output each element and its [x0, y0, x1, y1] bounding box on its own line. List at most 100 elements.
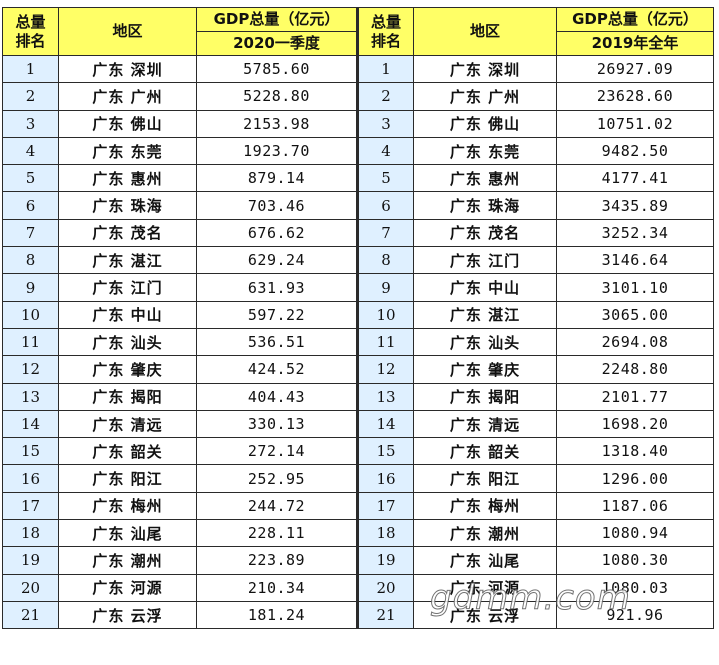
- table-row: 1 广东 深圳 5785.60 1 广东 深圳 26927.09: [2, 54, 714, 84]
- rank-cell-left: 17: [2, 491, 59, 521]
- rank-cell-left: 14: [2, 409, 59, 439]
- table-row: 16 广东 阳江 252.95 16 广东 阳江 1296.00: [2, 464, 714, 493]
- rank-cell-right: 15: [356, 437, 414, 466]
- table-row: 20 广东 河源 210.34 20 广东 河源 1080.03: [2, 573, 714, 602]
- rank-cell-right: 21: [356, 600, 414, 630]
- region-cell-right: 广东 珠海: [413, 191, 557, 220]
- region-cell-left: 广东 潮州: [58, 546, 197, 575]
- rank-cell-right: 1: [356, 54, 414, 84]
- rank-cell-right: 17: [356, 491, 414, 521]
- region-cell-right: 广东 汕尾: [413, 546, 557, 575]
- region-cell-right: 广东 云浮: [413, 600, 557, 630]
- region-cell-left: 广东 云浮: [58, 600, 197, 630]
- region-cell-left: 广东 茂名: [58, 218, 197, 248]
- gdp-cell-right: 1080.03: [556, 573, 714, 602]
- table-row: 8 广东 湛江 629.24 8 广东 江门 3146.64: [2, 246, 714, 275]
- header-row-top: 总量 排名 地区 GDP总量（亿元） 总量 排名 地区 GDP总量（亿元）: [2, 7, 714, 56]
- rank-cell-right: 5: [356, 164, 414, 193]
- region-cell-left: 广东 阳江: [58, 464, 197, 493]
- rank-cell-right: 11: [356, 327, 414, 357]
- region-cell-left: 广东 东莞: [58, 136, 197, 166]
- gdp-cell-right: 23628.60: [556, 82, 714, 111]
- rank-cell-right: 12: [356, 355, 414, 384]
- rank-cell-right: 16: [356, 464, 414, 493]
- region-cell-left: 广东 深圳: [58, 54, 197, 84]
- rank-cell-left: 8: [2, 246, 59, 275]
- region-cell-left: 广东 韶关: [58, 437, 197, 466]
- region-cell-left: 广东 江门: [58, 273, 197, 302]
- gdp-cell-left: 244.72: [196, 491, 358, 521]
- table-row: 2 广东 广州 5228.80 2 广东 广州 23628.60: [2, 82, 714, 111]
- gdp-cell-left: 5228.80: [196, 82, 358, 111]
- rank-cell-right: 14: [356, 409, 414, 439]
- rank-cell-left: 5: [2, 164, 59, 193]
- region-cell-left: 广东 佛山: [58, 109, 197, 138]
- rank-cell-right: 6: [356, 191, 414, 220]
- gdp-cell-right: 3101.10: [556, 273, 714, 302]
- rank-cell-right: 4: [356, 136, 414, 166]
- rank-cell-right: 9: [356, 273, 414, 302]
- region-cell-right: 广东 中山: [413, 273, 557, 302]
- gdp-cell-right: 3065.00: [556, 300, 714, 329]
- table-row: 7 广东 茂名 676.62 7 广东 茂名 3252.34: [2, 218, 714, 248]
- region-cell-right: 广东 潮州: [413, 519, 557, 548]
- region-cell-right: 广东 惠州: [413, 164, 557, 193]
- table-row: 18 广东 汕尾 228.11 18 广东 潮州 1080.94: [2, 519, 714, 548]
- gdp-cell-right: 1080.30: [556, 546, 714, 575]
- gdp-cell-right: 1187.06: [556, 491, 714, 521]
- gdp-cell-left: 676.62: [196, 218, 358, 248]
- region-header-left: 地区: [58, 7, 197, 56]
- region-cell-left: 广东 湛江: [58, 246, 197, 275]
- gdp-cell-left: 2153.98: [196, 109, 358, 138]
- region-cell-right: 广东 东莞: [413, 136, 557, 166]
- region-cell-left: 广东 珠海: [58, 191, 197, 220]
- region-cell-right: 广东 深圳: [413, 54, 557, 84]
- rank-cell-left: 15: [2, 437, 59, 466]
- region-cell-left: 广东 揭阳: [58, 382, 197, 411]
- gdp-cell-right: 1698.20: [556, 409, 714, 439]
- region-cell-left: 广东 肇庆: [58, 355, 197, 384]
- rank-header-right: 总量 排名: [356, 7, 414, 56]
- table-body: 1 广东 深圳 5785.60 1 广东 深圳 26927.09 2 广东 广州 5228.80…: [2, 54, 714, 630]
- rank-cell-right: 7: [356, 218, 414, 248]
- table-row: 13 广东 揭阳 404.43 13 广东 揭阳 2101.77: [2, 382, 714, 411]
- region-cell-right: 广东 河源: [413, 573, 557, 602]
- rank-cell-right: 13: [356, 382, 414, 411]
- region-header-right: 地区: [413, 7, 557, 56]
- rank-cell-left: 7: [2, 218, 59, 248]
- region-cell-right: 广东 广州: [413, 82, 557, 111]
- gdp-ranking-table: 总量 排名 地区 GDP总量（亿元） 总量 排名 地区 GDP总量（亿元） 20…: [2, 7, 714, 630]
- rank-cell-left: 20: [2, 573, 59, 602]
- gdp-cell-left: 1923.70: [196, 136, 358, 166]
- gdp-cell-right: 2101.77: [556, 382, 714, 411]
- gdp-cell-right: 3252.34: [556, 218, 714, 248]
- period-header-left: 2020一季度: [196, 31, 358, 56]
- table-row: 12 广东 肇庆 424.52 12 广东 肇庆 2248.80: [2, 355, 714, 384]
- table-row: 10 广东 中山 597.22 10 广东 湛江 3065.00: [2, 300, 714, 329]
- gdp-cell-left: 223.89: [196, 546, 358, 575]
- gdp-cell-right: 2694.08: [556, 327, 714, 357]
- table-row: 15 广东 韶关 272.14 15 广东 韶关 1318.40: [2, 437, 714, 466]
- table-row: 14 广东 清远 330.13 14 广东 清远 1698.20: [2, 409, 714, 439]
- period-header-right: 2019年全年: [556, 31, 714, 56]
- table-row: 17 广东 梅州 244.72 17 广东 梅州 1187.06: [2, 491, 714, 521]
- region-cell-right: 广东 汕头: [413, 327, 557, 357]
- rank-cell-right: 20: [356, 573, 414, 602]
- gdp-cell-right: 1296.00: [556, 464, 714, 493]
- table-row: 6 广东 珠海 703.46 6 广东 珠海 3435.89: [2, 191, 714, 220]
- gdp-cell-right: 1318.40: [556, 437, 714, 466]
- region-cell-right: 广东 阳江: [413, 464, 557, 493]
- gdp-cell-left: 272.14: [196, 437, 358, 466]
- region-cell-right: 广东 韶关: [413, 437, 557, 466]
- region-cell-right: 广东 湛江: [413, 300, 557, 329]
- rank-cell-left: 10: [2, 300, 59, 329]
- table-row: 3 广东 佛山 2153.98 3 广东 佛山 10751.02: [2, 109, 714, 138]
- table-row: 4 广东 东莞 1923.70 4 广东 东莞 9482.50: [2, 136, 714, 166]
- region-cell-left: 广东 汕尾: [58, 519, 197, 548]
- region-cell-right: 广东 茂名: [413, 218, 557, 248]
- rank-cell-left: 2: [2, 82, 59, 111]
- gdp-cell-right: 26927.09: [556, 54, 714, 84]
- region-cell-right: 广东 清远: [413, 409, 557, 439]
- header-row-bottom: 2020一季度 2019年全年: [3, 31, 714, 56]
- region-cell-left: 广东 梅州: [58, 491, 197, 521]
